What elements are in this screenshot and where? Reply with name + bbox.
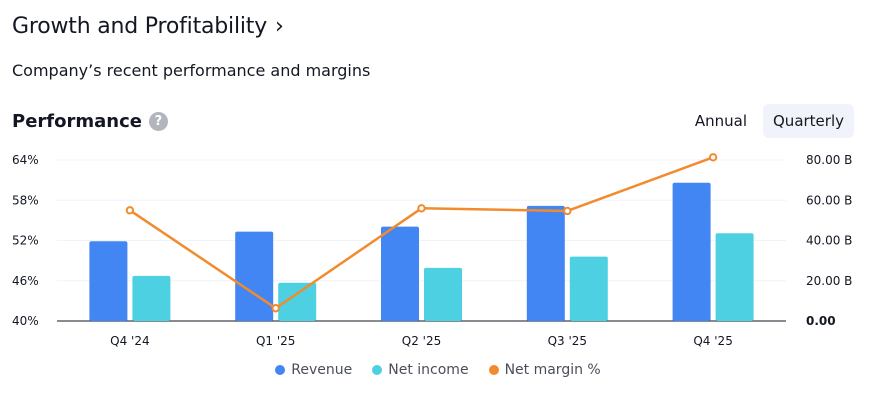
net-income-bar [132,275,171,321]
legend-label: Net income [388,362,469,378]
legend-dot-icon [372,365,383,375]
section-subtitle: Company’s recent performance and margins [12,61,371,80]
x-axis-tick: Q2 '25 [402,334,441,348]
section-heading-link[interactable]: Growth and Profitability › [12,14,284,39]
right-axis-tick: 40.00 B [806,234,852,248]
right-axis-tick: 80.00 B [806,153,852,167]
revenue-bar [526,205,565,321]
performance-title: Performance [12,111,142,132]
x-axis-tick: Q3 '25 [548,334,587,348]
right-axis-tick: 20.00 B [806,274,852,288]
left-axis-tick: 58% [12,193,39,207]
performance-header: Performance ? [12,111,168,132]
right-axis-tick: 60.00 B [806,193,852,207]
revenue-bar [381,226,419,321]
legend-label: Revenue [291,362,353,378]
net-margin-point [125,206,135,215]
left-axis-tick: 64% [12,153,39,167]
performance-chart: 64% 80.00 B 58% 60.00 B 52% 40.00 B 46% 20.00 B… [12,153,852,348]
net-margin-point [708,153,718,162]
right-axis-tick: 0.00 [806,314,836,328]
revenue-bar [672,182,711,321]
period-toggle: Annual Quarterly [685,104,854,138]
quarterly-button[interactable]: Quarterly [763,104,854,138]
chart-legend: Revenue Net income Net margin % [0,362,876,378]
left-axis-tick: 52% [12,234,39,248]
left-axis-tick: 46% [12,274,39,288]
legend-dot-icon [275,365,286,375]
legend-item-revenue[interactable]: Revenue [275,362,352,378]
net-income-bar [278,282,317,321]
revenue-bar [89,241,128,321]
net-income-bar [424,267,462,321]
left-axis-tick: 40% [12,314,39,328]
revenue-bar [235,231,274,321]
legend-item-net-margin[interactable]: Net margin % [488,362,601,378]
x-axis-tick: Q1 '25 [256,334,295,348]
legend-dot-icon [488,365,499,375]
net-income-bar [569,256,608,321]
net-income-bar [715,233,754,321]
net-margin-line [129,156,714,310]
net-margin-point [271,304,280,313]
legend-label: Net margin % [504,362,601,378]
help-icon[interactable]: ? [148,112,168,131]
x-axis-tick: Q4 '24 [110,334,149,348]
x-axis-tick: Q4 '25 [693,334,732,348]
section-title: Growth and Profitability [12,14,268,39]
net-margin-point [417,204,426,213]
chevron-right-icon: › [275,13,284,39]
annual-button[interactable]: Annual [685,104,757,138]
net-margin-point [563,206,572,216]
legend-item-net-income[interactable]: Net income [372,362,469,378]
